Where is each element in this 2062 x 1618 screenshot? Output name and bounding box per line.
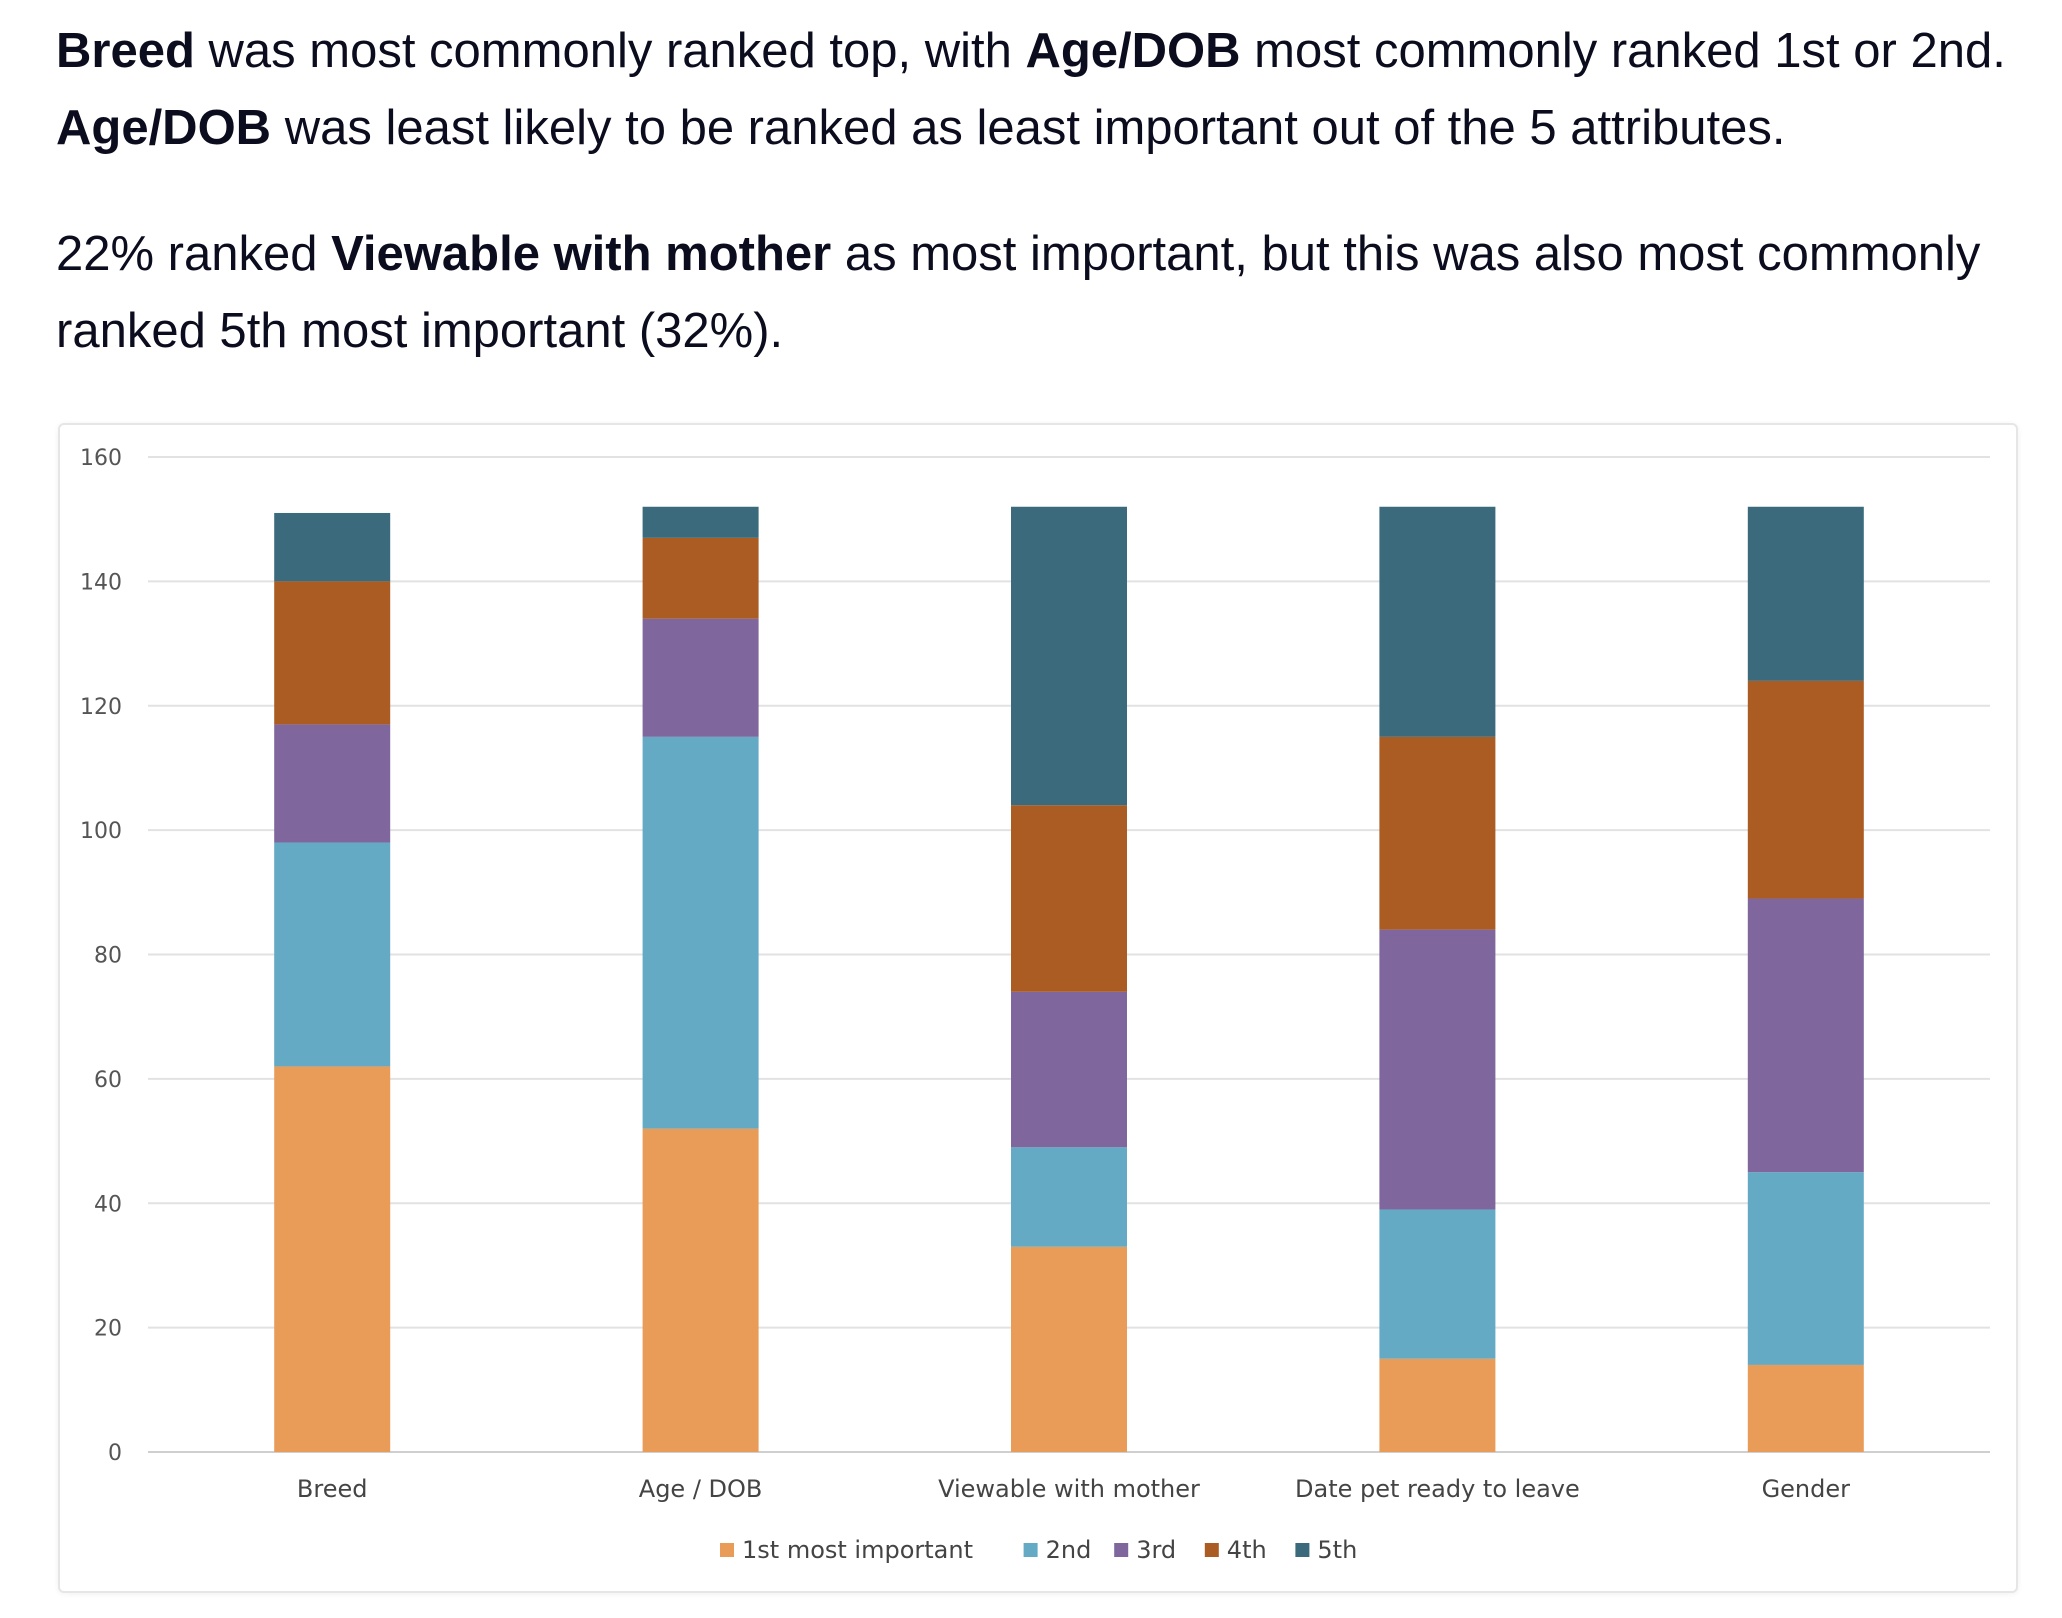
legend-label: 3rd [1136, 1536, 1176, 1564]
bar-segment-1 [1011, 1246, 1127, 1452]
chart-card: 0 20 40 60 80 100 120 140 160 Breed Age / DOB View… [58, 423, 2018, 1593]
x-category-label: Breed [297, 1475, 368, 1503]
legend-label: 2nd [1046, 1536, 1092, 1564]
y-tick-label: 60 [94, 1068, 122, 1093]
bar-segment-2 [1747, 1172, 1864, 1365]
legend: 1st most important 2nd 3rd 4th 5th [720, 1536, 1357, 1564]
text-run: was most commonly ranked top, with [194, 24, 1026, 78]
bar-segment-2 [274, 842, 391, 1067]
bar-segment-5 [1747, 506, 1864, 681]
legend-swatch [1295, 1543, 1310, 1557]
bar-segment-1 [274, 1066, 391, 1452]
text-run: as most important, but this was also mos… [56, 227, 1981, 358]
bars [274, 506, 1864, 1452]
legend-swatch [720, 1543, 734, 1557]
bar-segment-3 [274, 724, 391, 843]
bar-segment-4 [1379, 736, 1496, 930]
y-tick-label: 100 [80, 819, 122, 844]
x-axis-categories: Breed Age / DOB Viewable with mother Date p… [297, 1475, 1850, 1503]
bar-segment-4 [1747, 680, 1864, 899]
legend-swatch [1204, 1543, 1219, 1557]
bold-phrase: Breed [56, 24, 195, 78]
legend-swatch [1023, 1543, 1038, 1557]
bar-segment-3 [642, 618, 759, 737]
bar-segment-2 [642, 736, 759, 1129]
x-category-label: Viewable with mother [938, 1475, 1200, 1503]
stacked-bar-chart: 0 20 40 60 80 100 120 140 160 Breed Age / DOB View… [80, 446, 1990, 1564]
y-tick-label: 140 [80, 570, 122, 595]
x-category-label: Age / DOB [639, 1475, 763, 1503]
x-category-label: Gender [1762, 1475, 1851, 1503]
bar-segment-2 [1011, 1147, 1127, 1247]
bold-phrase: Viewable with mother [331, 227, 832, 281]
bar-segment-3 [1379, 929, 1496, 1210]
bold-phrase: Age/DOB [1025, 24, 1241, 78]
legend-swatch [1114, 1543, 1129, 1557]
bar-segment-3 [1011, 991, 1127, 1148]
x-category-label: Date pet ready to leave [1295, 1475, 1580, 1503]
bar-segment-4 [642, 537, 759, 619]
y-tick-label: 80 [94, 944, 122, 969]
text-run: 22% ranked [56, 227, 332, 281]
bar-segment-5 [642, 506, 759, 538]
text-run: most commonly ranked 1st or 2nd. [1240, 24, 2006, 78]
y-axis-ticks: 0 20 40 60 80 100 120 140 160 [80, 446, 122, 1466]
intro-paragraph-1: Breed was most commonly ranked top, with… [56, 13, 2046, 167]
y-tick-label: 0 [108, 1441, 122, 1466]
y-tick-label: 20 [94, 1317, 122, 1342]
y-tick-label: 120 [80, 695, 122, 720]
bar-segment-5 [1011, 506, 1127, 806]
legend-label: 5th [1317, 1536, 1357, 1564]
y-tick-label: 40 [94, 1192, 122, 1217]
text-run: was least likely to be ranked as least i… [271, 101, 1786, 155]
bar-segment-1 [642, 1128, 759, 1452]
bar-segment-5 [1379, 506, 1496, 737]
bar-segment-3 [1747, 898, 1864, 1173]
bar-segment-4 [274, 581, 391, 725]
bar-segment-5 [274, 512, 391, 582]
bar-segment-4 [1011, 805, 1127, 992]
legend-label: 4th [1227, 1536, 1267, 1564]
intro-paragraph-2: 22% ranked Viewable with mother as most … [56, 216, 2046, 370]
bar-segment-1 [1747, 1364, 1864, 1452]
bar-segment-2 [1379, 1209, 1496, 1359]
legend-label: 1st most important [742, 1536, 973, 1564]
y-tick-label: 160 [80, 446, 122, 471]
bold-phrase: Age/DOB [56, 101, 272, 155]
bar-segment-1 [1379, 1358, 1496, 1452]
